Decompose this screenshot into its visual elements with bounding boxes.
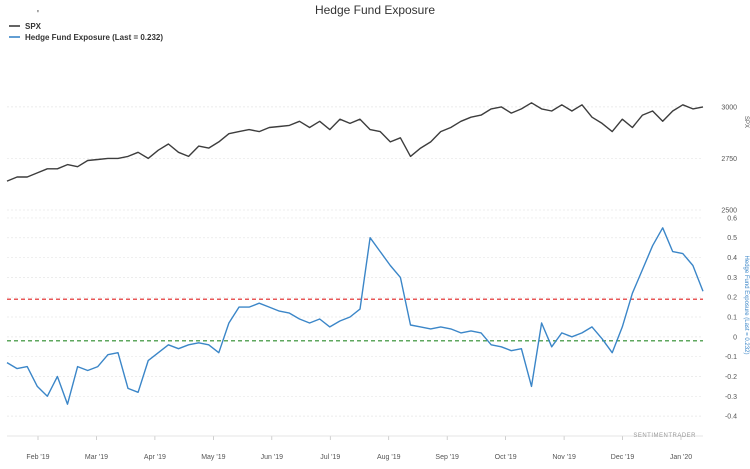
x-tick-label: Jul '19 [320,454,340,461]
legend-label-exposure: Hedge Fund Exposure (Last = 0.232) [25,33,163,42]
watermark: SENTIMENTRADER [633,433,696,439]
exposure-ytick-label: -0.1 [725,354,737,361]
x-tick-label: Jun '19 [261,454,283,461]
x-tick-label: Sep '19 [435,454,459,461]
exposure-ytick-label: 0.4 [727,255,737,262]
x-tick-label: Mar '19 [85,454,108,461]
x-axis: Feb '19 Mar '19 Apr '19 May '19 Jun '19 Jul '… [7,435,703,461]
x-tick-label: Oct '19 [495,454,517,461]
spx-axis-label: SPX [743,116,749,128]
x-tick-label: Aug '19 [377,454,401,461]
exposure-ytick-label: 0.2 [727,295,737,302]
exposure-panel: -0.4 -0.3 -0.2 -0.1 0 0.1 0.2 0.3 0.4 0.5 0.6 Hedge… [6,215,749,421]
chart-title: Hedge Fund Exposure [315,3,435,17]
exposure-axis-label: Hedge Fund Exposure (Last = 0.232) [743,256,749,355]
exposure-ytick-label: 0.1 [727,315,737,322]
x-tick-label: Feb '19 [26,454,49,461]
exposure-ytick-label: 0 [733,334,737,341]
legend-label-spx: SPX [25,22,42,31]
logo-mark: ' [37,9,39,20]
spx-ytick-label: 2500 [721,208,737,215]
spx-series-line [6,102,704,182]
spx-panel: 2500 2750 3000 SPX [6,102,749,215]
x-tick-label: Jan '20 [670,454,692,461]
spx-ytick-label: 3000 [721,104,737,111]
exposure-ytick-label: 0.3 [727,275,737,282]
exposure-series-line [6,227,704,405]
x-tick-label: Nov '19 [552,454,576,461]
x-tick-label: May '19 [201,454,225,461]
x-tick-label: Apr '19 [144,454,166,461]
exposure-ytick-label: 0.6 [727,215,737,222]
exposure-ytick-label: 0.5 [727,235,737,242]
exposure-ytick-label: -0.4 [725,414,737,421]
exposure-ytick-label: -0.3 [725,394,737,401]
x-tick-label: Dec '19 [611,454,635,461]
exposure-ytick-label: -0.2 [725,374,737,381]
legend: SPX Hedge Fund Exposure (Last = 0.232) [9,22,163,42]
spx-ytick-label: 2750 [721,156,737,163]
